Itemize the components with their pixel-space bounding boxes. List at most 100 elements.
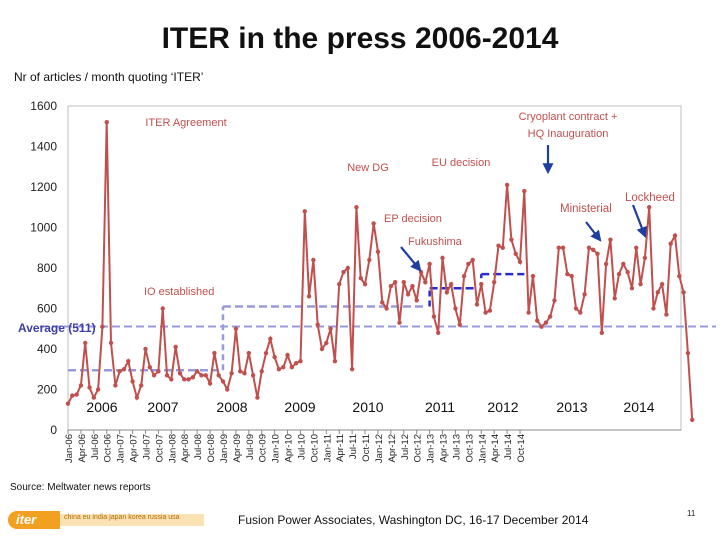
- data-point: [681, 290, 686, 295]
- x-tick-label: Oct-13: [464, 434, 475, 463]
- x-tick-label: Oct-11: [361, 434, 372, 462]
- x-tick-label: Apr-09: [232, 434, 243, 463]
- data-point: [285, 352, 290, 358]
- x-tick-label: Jan-13: [426, 434, 437, 463]
- data-point: [345, 265, 351, 271]
- data-point: [182, 377, 187, 382]
- data-point: [324, 340, 329, 346]
- y-tick-label: 600: [37, 302, 57, 316]
- x-tick-label: Apr-11: [335, 434, 346, 462]
- data-point: [668, 241, 673, 246]
- y-tick-label: 1600: [30, 99, 57, 113]
- y-tick-label: 0: [50, 423, 57, 437]
- y-tick-label: 200: [37, 383, 57, 397]
- data-point: [431, 314, 437, 319]
- data-point: [229, 371, 234, 376]
- data-point: [83, 340, 88, 346]
- data-point: [65, 401, 71, 406]
- x-tick-label: Jul-13: [451, 434, 462, 460]
- data-point: [496, 243, 501, 248]
- x-tick-label: Jul-12: [400, 434, 411, 460]
- data-point: [95, 387, 101, 392]
- footer-note: Fusion Power Associates, Washington DC, …: [238, 513, 589, 527]
- x-tick-label: Jan-11: [322, 434, 333, 462]
- data-point: [646, 205, 652, 210]
- data-point: [78, 383, 84, 388]
- data-point: [91, 395, 97, 400]
- data-point: [535, 318, 540, 323]
- data-point: [586, 245, 592, 250]
- data-point: [436, 330, 441, 335]
- data-point: [190, 375, 196, 380]
- data-point: [250, 373, 256, 378]
- page-number: 11: [687, 509, 696, 518]
- data-point: [664, 312, 669, 317]
- x-tick-label: Apr-06: [77, 434, 88, 463]
- annotation-label: Lockheed: [625, 192, 675, 204]
- data-point: [392, 279, 398, 285]
- data-point: [509, 237, 514, 242]
- data-point: [380, 300, 385, 305]
- x-tick-label: Oct-06: [103, 434, 114, 463]
- data-point: [440, 255, 445, 261]
- x-tick-label: Jul-07: [141, 434, 152, 460]
- data-point: [225, 387, 230, 392]
- data-point: [427, 261, 432, 267]
- data-point: [461, 273, 467, 279]
- data-point: [147, 365, 152, 370]
- data-point: [638, 282, 643, 287]
- data-point: [143, 346, 148, 352]
- data-point: [169, 377, 174, 382]
- data-point: [629, 286, 635, 291]
- data-point: [207, 381, 213, 386]
- data-point: [530, 273, 536, 279]
- data-point: [573, 306, 579, 311]
- data-point: [625, 269, 630, 275]
- x-tick-label: Jul-11: [348, 434, 359, 459]
- data-point: [349, 367, 355, 372]
- data-point: [311, 257, 316, 263]
- data-point: [552, 298, 557, 303]
- data-point: [126, 358, 131, 364]
- x-tick-label: Jul-06: [90, 434, 101, 460]
- annotation-label: Fukushima: [408, 236, 463, 248]
- data-point: [423, 279, 428, 285]
- data-point: [130, 379, 135, 384]
- data-point: [591, 247, 596, 252]
- x-tick-label: Jan-07: [116, 434, 127, 463]
- annotation-arrow: [400, 246, 422, 272]
- data-point: [263, 350, 269, 356]
- y-tick-label: 1200: [30, 180, 57, 194]
- data-point: [367, 257, 372, 263]
- annotation-label: EP decision: [384, 213, 442, 225]
- data-point: [397, 320, 402, 325]
- data-point: [306, 294, 312, 299]
- data-point: [418, 269, 424, 275]
- x-tick-label: Oct-14: [516, 434, 527, 463]
- annotation-label: EU decision: [432, 157, 491, 169]
- data-point: [212, 350, 217, 356]
- year-label: 2008: [216, 399, 247, 415]
- year-label: 2012: [487, 399, 518, 415]
- data-point: [522, 188, 527, 194]
- x-tick-label: Apr-10: [284, 434, 295, 463]
- x-tick-label: Oct-07: [154, 434, 165, 463]
- data-point: [319, 346, 325, 352]
- average-label: Average (511): [18, 321, 96, 335]
- data-point: [504, 182, 510, 188]
- data-point: [384, 306, 389, 311]
- data-point: [448, 282, 454, 287]
- data-point: [358, 275, 363, 281]
- data-point: [388, 284, 394, 289]
- x-tick-label: Oct-12: [413, 434, 424, 463]
- data-point: [410, 284, 415, 289]
- year-label: 2013: [556, 399, 587, 415]
- data-point: [302, 209, 307, 214]
- year-label: 2009: [284, 399, 315, 415]
- x-tick-label: Jul-10: [296, 434, 307, 460]
- x-tick-label: Jul-08: [193, 434, 204, 460]
- data-point: [487, 308, 493, 313]
- y-tick-label: 1400: [30, 140, 57, 154]
- data-point: [268, 336, 273, 342]
- data-point: [160, 306, 165, 311]
